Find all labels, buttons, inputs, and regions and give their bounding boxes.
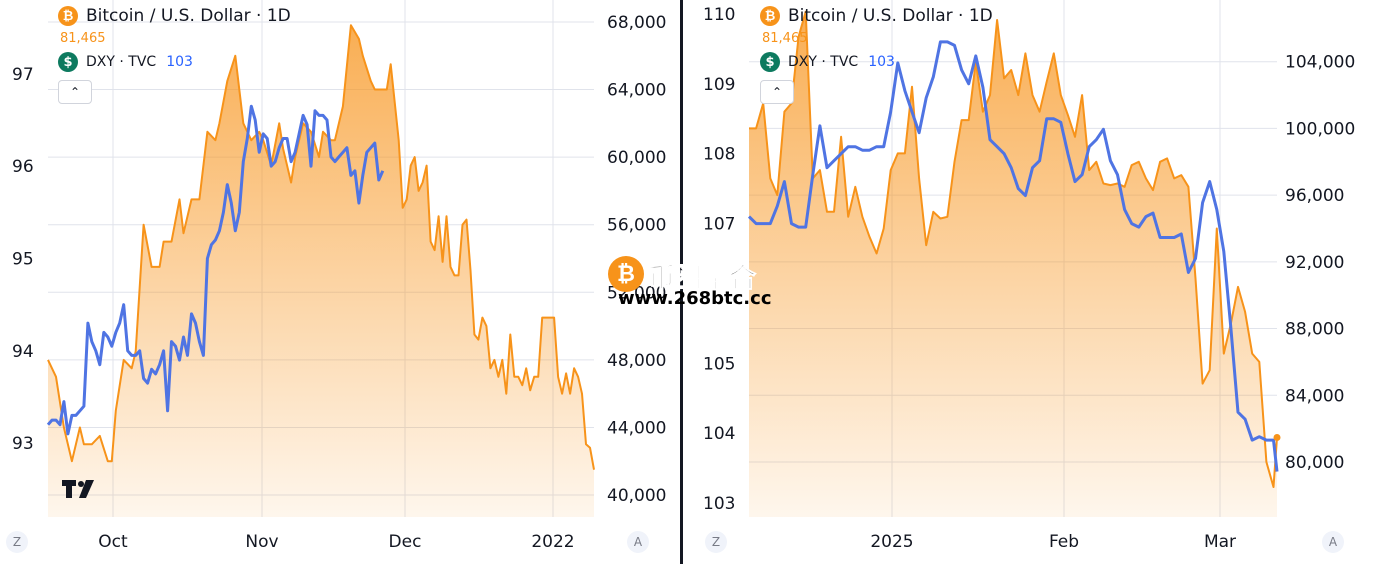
dollar-icon: $ [760, 52, 780, 72]
x-axis-tick-label: Nov [245, 532, 278, 552]
right-axis-tick-label: 56,000 [607, 216, 666, 236]
btc-area [48, 25, 594, 518]
right-axis-tick-label: 48,000 [607, 351, 666, 371]
left-axis-tick-label: 96 [12, 157, 34, 177]
right-axis-tick-label: 92,000 [1285, 253, 1344, 273]
watermark-url: www.268btc.cc [618, 288, 772, 309]
left-axis-tick-label: 97 [12, 65, 34, 85]
left-axis-tick-label: 110 [703, 5, 735, 25]
bitcoin-icon: ₿ [760, 6, 780, 26]
x-axis-tick-label: 2022 [531, 532, 574, 552]
collapse-legend-button[interactable]: ⌃ [58, 80, 92, 104]
legend-btc-price: 81,465 [60, 31, 106, 46]
right-axis-tick-label: 100,000 [1285, 119, 1355, 139]
left-axis-tick-label: 95 [12, 250, 34, 270]
right-axis-tick-label: 88,000 [1285, 320, 1344, 340]
left-axis-tick-label: 109 [703, 75, 735, 95]
btc-last-point [1273, 434, 1281, 442]
left-axis-tick-label: 94 [12, 342, 34, 362]
right-axis-tick-label: 68,000 [607, 13, 666, 33]
btc-line[interactable] [749, 10, 1278, 488]
legend-title[interactable]: Bitcoin / U.S. Dollar · 1D [86, 6, 291, 26]
right-axis-tick-label: 80,000 [1285, 453, 1344, 473]
legend-dxy-label[interactable]: DXY · TVC [86, 54, 157, 70]
legend-dxy-label[interactable]: DXY · TVC [788, 54, 859, 70]
right-axis-tick-label: 44,000 [607, 418, 666, 438]
left-axis-tick-label: 108 [703, 145, 735, 165]
legend-btc-price: 81,465 [762, 31, 808, 46]
legend-dxy-value: 103 [868, 54, 895, 70]
watermark-bitcoin-icon: ₿ [608, 256, 644, 292]
left-axis-tick-label: 93 [12, 434, 34, 454]
dollar-icon: $ [58, 52, 78, 72]
btc-line[interactable] [47, 24, 595, 470]
left-axis-tick-label: 107 [703, 215, 735, 235]
right-axis-tick-label: 64,000 [607, 81, 666, 101]
legend-left: ₿ Bitcoin / U.S. Dollar · 1D 81,465 $ DX… [58, 4, 291, 104]
x-axis-tick-label: Oct [98, 532, 128, 552]
dxy-line[interactable] [747, 40, 1279, 472]
scale-a-button[interactable]: A [1322, 531, 1344, 553]
legend-right: ₿ Bitcoin / U.S. Dollar · 1D 81,465 $ DX… [760, 4, 993, 104]
left-axis-tick-label: 103 [703, 494, 735, 514]
left-axis-tick-label: 105 [703, 354, 735, 374]
collapse-legend-button[interactable]: ⌃ [760, 80, 794, 104]
chevron-up-icon: ⌃ [69, 85, 81, 99]
right-axis-tick-label: 104,000 [1285, 53, 1355, 73]
scale-a-button[interactable]: A [627, 531, 649, 553]
scale-z-button[interactable]: Z [6, 531, 28, 553]
chart-canvas-left[interactable]: 939495969740,00044,00048,00052,00056,000… [0, 0, 680, 564]
bitcoin-icon: ₿ [58, 6, 78, 26]
btc-area [749, 11, 1277, 517]
left-axis-tick-label: 104 [703, 424, 735, 444]
x-axis-tick-label: Mar [1204, 532, 1236, 552]
right-axis-tick-label: 40,000 [607, 486, 666, 506]
panel-divider [680, 0, 683, 564]
right-axis-tick-label: 96,000 [1285, 186, 1344, 206]
right-axis-tick-label: 84,000 [1285, 386, 1344, 406]
watermark-name: 币圈聚合 [648, 263, 757, 295]
tradingview-logo-icon [62, 480, 102, 506]
legend-dxy-value: 103 [166, 54, 193, 70]
dxy-line[interactable] [46, 104, 385, 436]
chart-panel-right[interactable]: 103 104 105 107 108 109 110 80,000 84,000 88,000 9… [683, 0, 1374, 564]
x-axis-tick-label: 2025 [870, 532, 913, 552]
scale-z-button[interactable]: Z [705, 531, 727, 553]
chart-panel-left[interactable]: 93 94 95 96 97 40,000 44,000 48,000 52,000 56,000… [0, 0, 680, 564]
x-axis-tick-label: Feb [1049, 532, 1079, 552]
right-axis-tick-label: 60,000 [607, 148, 666, 168]
legend-title[interactable]: Bitcoin / U.S. Dollar · 1D [788, 6, 993, 26]
chart-canvas-right[interactable]: 103 104 105 107 108 109 110 80,000 84,000 88,000 9… [683, 0, 1374, 564]
x-axis-tick-label: Dec [389, 532, 422, 552]
chevron-up-icon: ⌃ [771, 85, 783, 99]
watermark: ₿ 币圈聚合 www.268btc.cc [608, 256, 778, 312]
